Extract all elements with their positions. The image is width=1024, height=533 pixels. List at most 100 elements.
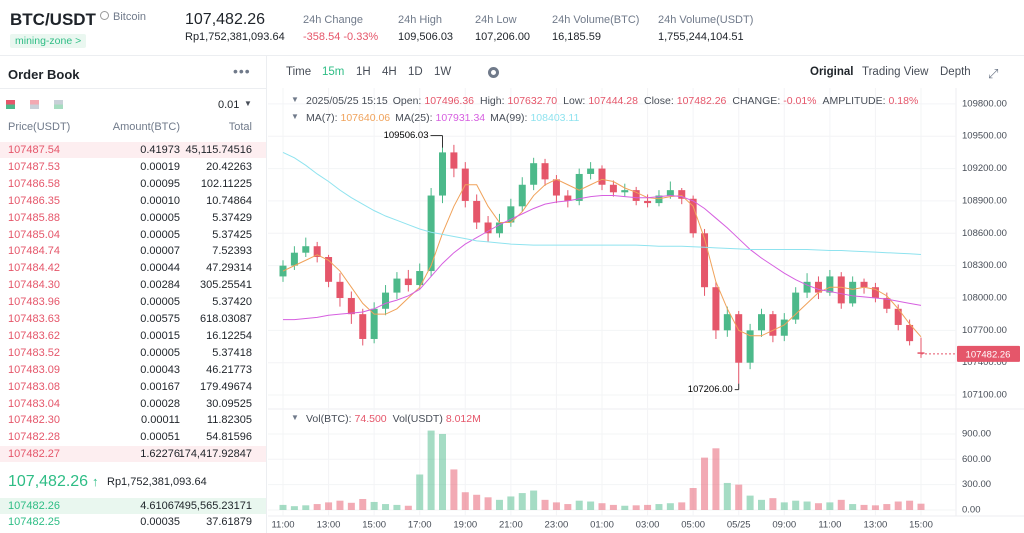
view-tab[interactable]: Original [810,66,854,78]
asks-row[interactable]: 107484.30 0.00284 305.25541 [0,277,266,293]
asks-row[interactable]: 107484.74 0.00007 7.52393 [0,243,266,259]
volume-bar [416,474,424,510]
asks-row[interactable]: 107487.54 0.41973 45,115.74516 [0,142,266,158]
legend-text: Low: [563,95,585,107]
total: 618.03087 [200,313,252,325]
tag[interactable]: mining-zone > [10,34,87,48]
amount: 0.00095 [140,177,180,190]
pair[interactable]: BTC/USDT [10,10,96,29]
volume-bar [313,504,321,510]
volume-bar [860,504,868,510]
total: 174,417.92847 [178,448,252,461]
volume-bar [735,484,743,510]
asks-row[interactable]: 107487.53 0.00019 20.42263 [0,159,266,175]
legend-text: 108403.11 [530,112,579,124]
candle-body [587,168,595,174]
asks-row[interactable]: 107483.96 0.00005 5.37420 [0,294,266,310]
asks-row[interactable]: 107483.08 0.00167 179.49674 [0,379,266,395]
high-label: 109506.03 [384,130,429,141]
y-tick-label: 300.00 [962,479,991,490]
candle-body [290,252,298,266]
interval[interactable]: 15m [322,66,345,78]
asks-row[interactable]: 107483.52 0.00005 5.37418 [0,345,266,361]
amount: 0.00043 [140,363,180,376]
view-tab[interactable]: Depth [940,66,971,78]
bids-row[interactable]: 107482.25 0.00035 37.61879 [0,514,266,530]
settings-icon[interactable] [488,67,499,78]
asks-row[interactable]: 107482.30 0.00011 11.82305 [0,412,266,428]
legend-text: Vol(BTC): [306,413,352,425]
interval[interactable]: 4H [382,66,397,78]
collapse-icon[interactable]: ▼ [291,413,299,422]
candle-body [814,281,822,293]
precision-caret[interactable]: ▼ [244,99,252,108]
legend-text: 0.18% [889,95,919,107]
asks-row[interactable]: 107485.04 0.00005 5.37425 [0,227,266,243]
candle-body [849,281,857,304]
amount: 0.41973 [140,144,180,156]
stat-value: 107,206.00 [475,31,531,43]
asks-row[interactable]: 107483.09 0.00043 46.21773 [0,362,266,378]
volume-bar [325,502,333,510]
bids-row[interactable]: 107482.26 4.61067 495,565.23171 [0,498,266,514]
amount: 0.00019 [140,160,180,173]
volume-bar [780,502,788,510]
asks-row[interactable]: 107486.58 0.00095 102.11225 [0,176,266,192]
volume-bar [678,502,686,510]
volume-bar [746,495,754,510]
volume-bar [826,502,834,510]
legend-text: 107931.34 [435,112,485,124]
candle-body [598,168,606,185]
candle-body [473,200,481,223]
legend-text: 2025/05/25 15:15 [306,95,388,107]
asks-row[interactable]: 107483.63 0.00575 618.03087 [0,311,266,327]
candle-body [666,190,674,196]
total: 10.74864 [206,194,252,207]
ob-menu[interactable]: ••• [233,63,251,79]
volume-bar [712,448,720,510]
volume-bar [564,504,572,510]
interval[interactable]: 1W [434,66,452,78]
legend-text: Close: [644,95,674,107]
asks-row[interactable]: 107482.27 1.62276 174,417.92847 [0,446,266,463]
volume-bar [552,502,560,510]
last-price: 107,482.26 [8,473,89,490]
volume-bar [393,504,401,510]
volume-bar [655,504,663,510]
x-tick-label: 13:00 [864,520,888,531]
interval[interactable]: 1H [356,66,371,78]
y-tick-label: 107100.00 [962,390,1007,401]
collapse-icon[interactable]: ▼ [291,112,299,121]
ma-line [283,195,922,321]
asks-row[interactable]: 107483.62 0.00015 16.12254 [0,328,266,344]
view-tab[interactable]: Trading View [862,66,929,78]
total: 495,565.23171 [178,500,252,512]
x-tick-label: 01:00 [590,520,614,531]
view-both[interactable] [6,100,15,109]
collapse-icon[interactable]: ▼ [291,95,299,104]
precision[interactable]: 0.01 [218,99,240,111]
volume-bar [450,469,458,510]
price: 107,482.26 [185,11,266,28]
volume-bar [473,494,481,510]
price: 107484.42 [8,262,60,275]
view-asks[interactable] [30,100,39,109]
volume-bar [632,505,640,510]
price: 107487.53 [8,160,60,173]
total: 30.09525 [206,397,252,410]
total: 47.29314 [206,262,252,275]
view-bids[interactable] [54,100,63,109]
asks-row[interactable]: 107483.04 0.00028 30.09525 [0,396,266,412]
asks-row[interactable]: 107486.35 0.00010 10.74864 [0,193,266,209]
candle-body [735,314,743,363]
interval[interactable]: 1D [408,66,423,78]
volume-bar [906,500,914,510]
coin-icon [100,11,109,20]
asks-row[interactable]: 107482.28 0.00051 54.81596 [0,429,266,445]
x-tick-label: 03:00 [636,520,660,531]
asks-row[interactable]: 107485.88 0.00005 5.37429 [0,210,266,226]
fullscreen-icon[interactable]: ⤢ [988,66,999,81]
asks-row[interactable]: 107484.42 0.00044 47.29314 [0,260,266,276]
candle-body [439,152,446,196]
